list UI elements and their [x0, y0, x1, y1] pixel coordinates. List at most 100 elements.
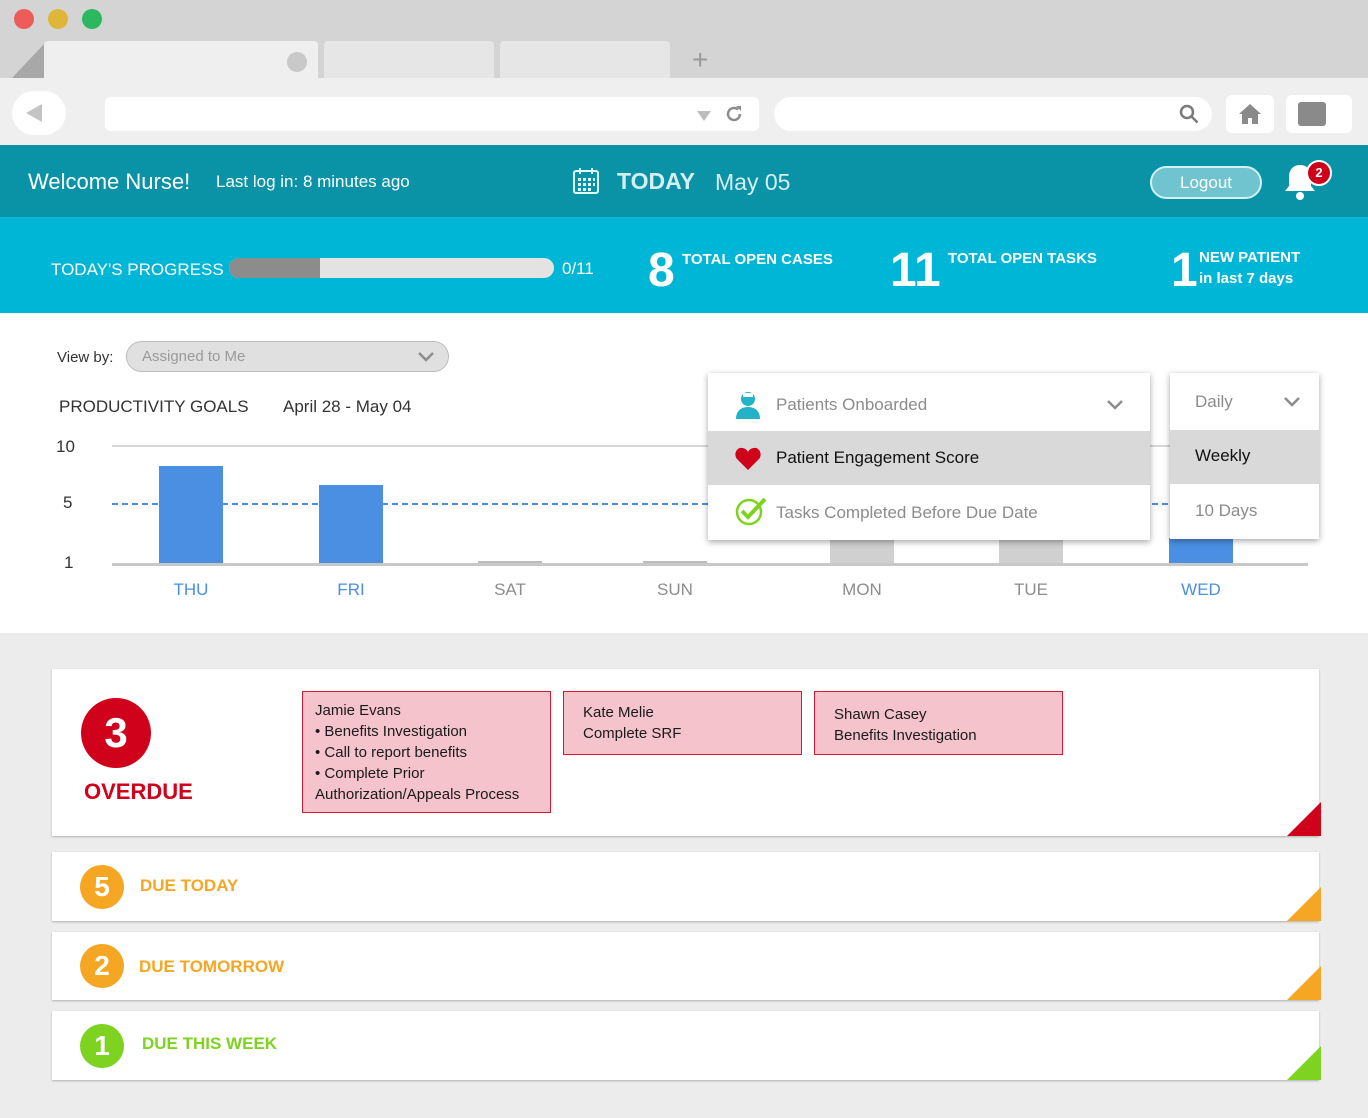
new-patient-value: 1	[1171, 244, 1198, 297]
task-line: • Complete Prior	[315, 765, 425, 782]
progress-bar	[229, 258, 554, 278]
bar-mon	[830, 538, 894, 563]
x-tick-label: TUE	[1014, 580, 1048, 599]
bar-fri	[319, 485, 383, 563]
browser-tab[interactable]	[500, 41, 670, 78]
view-by-label: View by:	[57, 349, 114, 366]
check-circle-icon	[735, 497, 767, 526]
metric-option-label: Patients Onboarded	[776, 395, 928, 414]
metric-option-label: Tasks Completed Before Due Date	[776, 503, 1038, 522]
metric-option-tasks-completed[interactable]: Tasks Completed Before Due Date	[708, 485, 1150, 540]
chevron-down-icon	[418, 352, 434, 362]
today-label: TODAY	[617, 168, 695, 194]
window-icon	[1298, 102, 1326, 126]
task-card[interactable]: Jamie Evans • Benefits Investigation • C…	[302, 691, 551, 813]
bar-thu	[159, 466, 223, 563]
task-line: Shawn Casey	[834, 706, 927, 723]
back-button[interactable]	[12, 91, 66, 135]
x-tick-label: SUN	[657, 580, 693, 599]
task-card[interactable]: Kate Melie Complete SRF	[563, 691, 802, 755]
search-bar[interactable]	[774, 97, 1212, 131]
due-week-count: 1	[80, 1024, 124, 1068]
task-line: Kate Melie	[583, 704, 654, 721]
task-card[interactable]: Shawn Casey Benefits Investigation	[814, 691, 1063, 755]
x-tick-label: THU	[173, 580, 209, 599]
tab-close-icon[interactable]	[287, 52, 307, 72]
status-corner	[1287, 966, 1321, 1000]
period-option-label: Daily	[1195, 392, 1233, 411]
task-line: Jamie Evans	[315, 702, 401, 719]
due-tomorrow-label: DUE TOMORROW	[139, 957, 285, 976]
metric-option-engagement-score[interactable]: Patient Engagement Score	[708, 431, 1150, 485]
overdue-count: 3	[81, 698, 151, 768]
open-tasks-value: 11	[890, 244, 941, 297]
new-patient-sub: in last 7 days	[1199, 270, 1294, 287]
open-tasks-label: TOTAL OPEN TASKS	[948, 250, 1097, 267]
due-week-label: DUE THIS WEEK	[142, 1034, 278, 1053]
goals-title: PRODUCTIVITY GOALS	[59, 397, 249, 416]
progress-fill	[229, 258, 320, 278]
nurse-icon	[736, 392, 760, 419]
period-dropdown[interactable]: Daily Weekly 10 Days	[1170, 373, 1319, 539]
new-patient-label: NEW PATIENT	[1199, 249, 1301, 266]
app-header: Welcome Nurse! Last log in: 8 minutes ag…	[0, 145, 1368, 217]
metric-option-label: Patient Engagement Score	[776, 448, 980, 467]
due-today-card[interactable]: 5 DUE TODAY	[52, 852, 1321, 921]
x-tick-label: SAT	[494, 580, 526, 599]
minimize-window-button[interactable]	[48, 9, 68, 29]
due-week-card[interactable]: 1 DUE THIS WEEK	[52, 1011, 1321, 1080]
browser-tab-active[interactable]	[44, 41, 318, 78]
bar-sun	[643, 561, 707, 564]
task-line: Benefits Investigation	[834, 727, 977, 744]
overdue-label: OVERDUE	[84, 779, 193, 804]
home-icon	[1239, 104, 1261, 124]
chevron-down-icon[interactable]	[1106, 399, 1124, 411]
maximize-window-button[interactable]	[82, 9, 102, 29]
period-option-weekly[interactable]: Weekly	[1170, 430, 1319, 484]
new-tab-icon[interactable]: +	[692, 44, 709, 75]
close-window-button[interactable]	[14, 9, 34, 29]
period-option-daily[interactable]: Daily	[1170, 373, 1319, 430]
status-corner	[1287, 887, 1321, 921]
status-corner	[1287, 1046, 1321, 1080]
task-line: Authorization/Appeals Process	[315, 786, 520, 803]
open-cases-value: 8	[648, 244, 675, 297]
metric-dropdown[interactable]: Patients Onboarded Patient Engagement Sc…	[708, 373, 1150, 540]
dropdown-arrow-icon[interactable]	[697, 111, 711, 121]
calendar-icon	[573, 168, 599, 194]
chevron-down-icon[interactable]	[1283, 396, 1301, 408]
period-option-label: 10 Days	[1195, 501, 1258, 520]
view-by-value: Assigned to Me	[142, 348, 246, 365]
view-by-select[interactable]: Assigned to Me	[126, 341, 449, 372]
home-button[interactable]	[1226, 95, 1274, 133]
open-cases-label: TOTAL OPEN CASES	[682, 251, 833, 268]
x-tick-label: FRI	[337, 580, 365, 599]
progress-label: TODAY'S PROGRESS	[51, 260, 224, 279]
back-arrow-icon	[26, 104, 42, 122]
task-line: Complete SRF	[583, 725, 682, 742]
bar-wed	[1169, 538, 1233, 563]
overdue-card[interactable]: 3 OVERDUE Jamie Evans • Benefits Investi…	[52, 669, 1321, 836]
tab-corner	[12, 44, 44, 78]
x-tick-label: MON	[842, 580, 882, 599]
browser-tab[interactable]	[324, 41, 494, 78]
menu-button[interactable]	[1286, 95, 1352, 133]
last-login-text: Last log in: 8 minutes ago	[216, 172, 410, 191]
logout-button[interactable]: Logout	[1150, 166, 1262, 199]
reload-icon[interactable]	[723, 103, 745, 125]
y-tick-label: 1	[64, 553, 74, 572]
period-option-10-days[interactable]: 10 Days	[1170, 484, 1319, 539]
bar-sat	[478, 561, 542, 564]
goals-range: April 28 - May 04	[283, 397, 412, 416]
task-line: • Call to report benefits	[315, 744, 467, 761]
task-line: • Benefits Investigation	[315, 723, 468, 740]
due-tomorrow-count: 2	[80, 944, 124, 988]
due-today-count: 5	[80, 865, 124, 909]
metric-option-patients-onboarded[interactable]: Patients Onboarded	[708, 373, 1150, 431]
due-tomorrow-card[interactable]: 2 DUE TOMORROW	[52, 932, 1321, 1000]
x-tick-label: WED	[1181, 580, 1221, 599]
search-icon[interactable]	[1178, 103, 1200, 125]
bar-tue	[999, 538, 1063, 563]
period-option-label: Weekly	[1195, 446, 1251, 465]
address-bar[interactable]	[105, 97, 759, 131]
